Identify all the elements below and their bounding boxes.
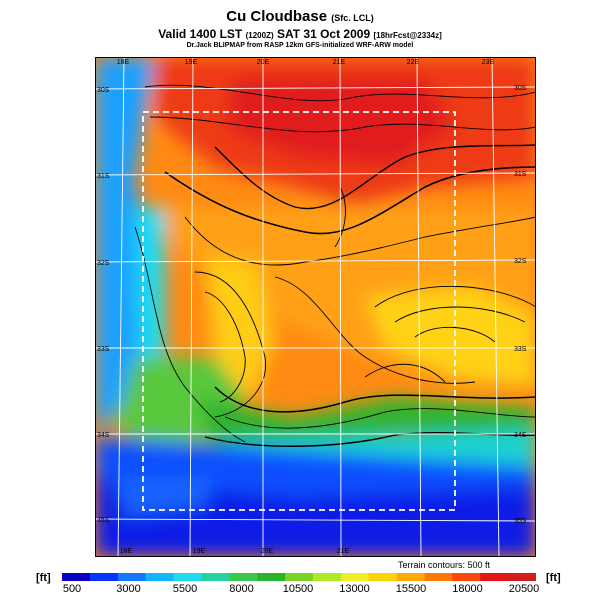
colorbar-swatch bbox=[229, 573, 258, 581]
colorbar-swatch bbox=[145, 573, 175, 581]
lat-label-right: 35S bbox=[514, 518, 527, 525]
colorbar-swatch bbox=[340, 573, 370, 581]
colorbar-swatch bbox=[173, 573, 202, 581]
lat-label-right: 31S bbox=[514, 171, 527, 178]
colorbar-label: 15500 bbox=[395, 583, 427, 595]
valid-main: Valid 1400 LST bbox=[158, 27, 243, 41]
colorbar-swatch bbox=[312, 573, 342, 581]
colorbar-swatch bbox=[201, 573, 230, 581]
colorbar-swatch bbox=[452, 573, 481, 581]
lon-label-bottom: 21E bbox=[337, 548, 350, 555]
colorbar-swatch bbox=[480, 573, 509, 581]
colorbar-swatch bbox=[89, 573, 119, 581]
lon-label-top: 22E bbox=[407, 59, 420, 66]
valid-date: SAT 31 Oct 2009 bbox=[276, 27, 371, 41]
lat-label-right: 34S bbox=[514, 432, 527, 439]
map-title: Cu Cloudbase (Sfc. LCL) bbox=[0, 8, 600, 25]
colorbar-label: 20500 bbox=[508, 583, 540, 595]
colorbar-swatch bbox=[368, 573, 398, 581]
lat-label-left: 32S bbox=[97, 260, 110, 267]
colorbar-swatch bbox=[257, 573, 286, 581]
colorbar-label: 500 bbox=[62, 583, 82, 595]
lon-label-bottom: 18E bbox=[120, 548, 133, 555]
lon-label-top: 19E bbox=[185, 59, 198, 66]
colorbar-label: 3000 bbox=[116, 583, 141, 595]
terrain-contour-note: Terrain contours: 500 ft bbox=[398, 560, 491, 570]
lon-label-top: 21E bbox=[333, 59, 346, 66]
valid-time-line: Valid 1400 LST (1200Z) SAT 31 Oct 2009 [… bbox=[0, 27, 600, 41]
lon-label-top: 18E bbox=[117, 59, 130, 66]
colorbar-label: 18000 bbox=[452, 583, 483, 595]
colorbar-label: 13000 bbox=[339, 583, 370, 595]
colorbar-swatch bbox=[117, 573, 147, 581]
lat-label-left: 33S bbox=[97, 346, 110, 353]
colorbar-unit-right: [ft] bbox=[546, 572, 561, 584]
colorbar-swatch bbox=[285, 573, 314, 581]
colorbar-label: 8000 bbox=[229, 583, 254, 595]
graticule-labels: 18E 19E 20E 21E 22E 23E 18E 19E 20E 21E … bbox=[97, 59, 527, 555]
map-frame bbox=[95, 57, 536, 557]
lon-label-top: 23E bbox=[482, 59, 495, 66]
lon-label-top: 20E bbox=[257, 59, 270, 66]
lat-label-left: 35S bbox=[97, 517, 110, 524]
colorbar-swatch bbox=[396, 573, 425, 581]
lat-label-right: 33S bbox=[514, 346, 527, 353]
colorbar-label: 10500 bbox=[282, 583, 314, 595]
map-graticule bbox=[95, 57, 536, 557]
cloudbase-map: 18E 19E 20E 21E 22E 23E 18E 19E 20E 21E … bbox=[95, 57, 536, 557]
lon-label-bottom: 19E bbox=[193, 548, 206, 555]
title-main: Cu Cloudbase bbox=[226, 8, 328, 25]
title-sub: (Sfc. LCL) bbox=[331, 13, 374, 23]
lon-label-bottom: 20E bbox=[261, 548, 274, 555]
lat-label-left: 30S bbox=[97, 87, 110, 94]
colorbar-unit-left: [ft] bbox=[36, 572, 51, 584]
lat-label-right: 32S bbox=[514, 258, 527, 265]
inner-domain-boundary bbox=[142, 111, 456, 511]
colorbar-label: 5500 bbox=[172, 583, 198, 595]
model-line: Dr.Jack BLIPMAP from RASP 12km GFS-initi… bbox=[186, 42, 414, 49]
colorbar-swatch bbox=[508, 573, 536, 581]
valid-utc: (1200Z) bbox=[245, 31, 274, 40]
lat-label-right: 30S bbox=[514, 85, 527, 92]
forecast-tag: [18hrFcst@2334z] bbox=[373, 31, 442, 40]
colorbar-swatch bbox=[62, 573, 91, 581]
lat-label-left: 34S bbox=[97, 432, 110, 439]
cloudbase-contours bbox=[134, 84, 536, 447]
colorbar bbox=[62, 573, 536, 581]
lat-label-left: 31S bbox=[97, 173, 110, 180]
colorbar-swatch bbox=[424, 573, 453, 581]
